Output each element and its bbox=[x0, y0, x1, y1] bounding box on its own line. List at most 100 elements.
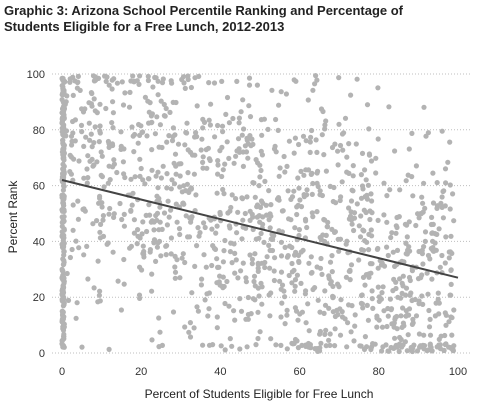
data-point bbox=[111, 157, 117, 163]
data-point bbox=[238, 109, 244, 115]
data-point bbox=[128, 208, 134, 214]
data-point bbox=[441, 347, 447, 354]
data-point bbox=[420, 301, 426, 307]
data-point bbox=[61, 227, 67, 233]
data-point bbox=[146, 120, 152, 126]
data-point bbox=[224, 94, 231, 101]
data-point bbox=[395, 294, 401, 300]
data-point bbox=[349, 221, 355, 227]
data-point bbox=[445, 159, 451, 165]
data-point bbox=[403, 308, 409, 314]
data-point bbox=[309, 127, 315, 134]
data-point bbox=[361, 247, 367, 253]
data-point bbox=[282, 321, 288, 327]
data-point bbox=[365, 182, 371, 188]
data-point bbox=[137, 235, 143, 241]
data-point bbox=[400, 273, 406, 279]
data-point bbox=[378, 296, 384, 302]
data-point bbox=[164, 171, 170, 177]
data-point bbox=[362, 334, 368, 340]
data-point bbox=[317, 345, 323, 351]
data-point bbox=[86, 120, 92, 126]
data-point bbox=[61, 261, 67, 267]
data-point bbox=[451, 307, 457, 313]
data-point bbox=[193, 130, 199, 136]
data-point bbox=[60, 170, 66, 177]
data-point bbox=[175, 141, 182, 147]
data-point bbox=[96, 292, 102, 298]
data-point bbox=[75, 73, 81, 79]
data-point bbox=[384, 193, 390, 199]
data-point bbox=[164, 139, 170, 145]
data-point bbox=[392, 148, 398, 154]
data-point bbox=[204, 165, 210, 171]
data-point bbox=[361, 207, 367, 213]
data-point bbox=[362, 282, 368, 288]
data-point bbox=[429, 276, 435, 282]
data-point bbox=[64, 270, 70, 277]
data-point bbox=[390, 249, 396, 255]
data-point bbox=[369, 198, 375, 204]
y-tick-label-80: 80 bbox=[33, 125, 45, 137]
data-point bbox=[91, 285, 97, 291]
data-point bbox=[155, 92, 161, 98]
data-point bbox=[86, 100, 92, 106]
data-point bbox=[360, 274, 367, 280]
data-point bbox=[182, 259, 188, 266]
data-point bbox=[231, 308, 237, 314]
data-point bbox=[304, 187, 310, 193]
data-point bbox=[70, 227, 76, 233]
data-point bbox=[354, 76, 360, 82]
data-point bbox=[223, 111, 229, 117]
data-point bbox=[100, 233, 107, 239]
data-point bbox=[100, 213, 106, 219]
data-point bbox=[429, 214, 435, 220]
data-point bbox=[248, 143, 254, 149]
data-point bbox=[443, 234, 449, 240]
data-point bbox=[284, 254, 290, 260]
data-point bbox=[156, 344, 162, 350]
data-point bbox=[291, 267, 297, 273]
data-point bbox=[107, 177, 113, 183]
data-point bbox=[353, 141, 359, 147]
data-point bbox=[61, 183, 67, 189]
data-point bbox=[217, 211, 223, 218]
data-point bbox=[253, 342, 259, 348]
data-point bbox=[244, 344, 250, 350]
data-point bbox=[160, 163, 166, 169]
data-point bbox=[400, 305, 406, 311]
data-point bbox=[245, 155, 251, 161]
data-point bbox=[187, 320, 193, 326]
data-point bbox=[326, 337, 332, 343]
data-point bbox=[448, 267, 454, 273]
data-point bbox=[291, 150, 297, 156]
data-point bbox=[448, 233, 454, 239]
data-point bbox=[343, 274, 349, 280]
data-point bbox=[61, 232, 67, 238]
data-point bbox=[267, 265, 273, 271]
data-point bbox=[283, 91, 289, 97]
data-point bbox=[139, 231, 145, 237]
data-point bbox=[81, 206, 87, 212]
data-point bbox=[126, 104, 133, 110]
data-point bbox=[153, 173, 159, 179]
data-point bbox=[347, 277, 353, 283]
data-point bbox=[95, 258, 101, 264]
data-point bbox=[296, 185, 302, 191]
data-point bbox=[278, 314, 284, 320]
data-point bbox=[119, 216, 125, 223]
data-point bbox=[132, 174, 138, 180]
data-point bbox=[267, 225, 273, 231]
data-point bbox=[303, 218, 309, 224]
data-point bbox=[434, 231, 440, 237]
data-point bbox=[449, 315, 455, 321]
data-point bbox=[447, 182, 453, 188]
data-point bbox=[318, 340, 324, 346]
data-point bbox=[61, 249, 67, 255]
data-point bbox=[233, 196, 239, 202]
data-point bbox=[313, 137, 319, 143]
data-point bbox=[347, 267, 353, 273]
data-point bbox=[236, 149, 243, 155]
data-point bbox=[388, 344, 394, 351]
data-point bbox=[337, 142, 344, 149]
